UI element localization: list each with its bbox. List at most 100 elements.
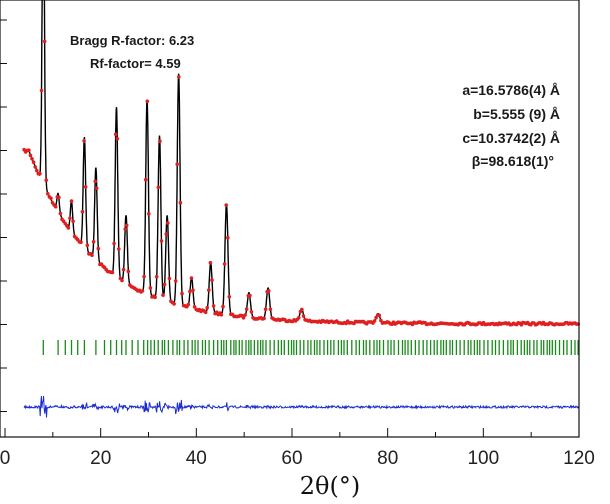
observed-point (35, 168, 39, 173)
observed-point (300, 307, 304, 312)
observed-point (222, 262, 227, 266)
observed-point (42, 39, 47, 44)
observed-point (93, 179, 97, 184)
observed-point (38, 171, 42, 176)
observed-point (180, 291, 184, 296)
observed-point (57, 195, 61, 200)
observed-point (33, 165, 37, 169)
observed-point (162, 282, 167, 287)
observed-point (153, 295, 157, 300)
observed-point (267, 289, 271, 293)
observed-point (221, 304, 225, 309)
x-tick-label: 60 (281, 448, 302, 469)
observed-point (301, 314, 306, 318)
observed-point (39, 88, 44, 93)
x-axis-label: 2θ(°) (300, 472, 360, 500)
plot-frame (0, 0, 580, 438)
cell-param-b: b=5.555 (9) Å (473, 106, 560, 122)
observed-point (140, 289, 145, 293)
observed-point (262, 316, 266, 321)
observed-point (210, 278, 214, 282)
observed-point (117, 247, 121, 251)
observed-point (94, 186, 99, 190)
observed-point (80, 209, 85, 214)
observed-point (189, 276, 194, 280)
observed-points (22, 39, 580, 327)
observed-point (211, 304, 216, 308)
x-tick-label: 80 (377, 448, 398, 469)
observed-point (161, 293, 165, 297)
observed-point (224, 203, 228, 207)
observed-point (53, 204, 58, 209)
observed-point (205, 305, 209, 310)
observed-point (249, 310, 254, 314)
observed-point (147, 212, 151, 216)
observed-point (96, 246, 101, 251)
observed-point (126, 269, 131, 274)
observed-point (154, 274, 159, 279)
observed-point (110, 270, 115, 275)
observed-point (112, 241, 116, 246)
x-tick-labels: 0 20 40 60 80 100 120 (0, 448, 595, 469)
rf-factor: Rf-factor= 4.59 (90, 56, 181, 71)
cell-param-a: a=16.5786(4) Å (462, 82, 560, 98)
observed-point (31, 160, 36, 164)
observed-point (83, 185, 88, 189)
observed-point (208, 260, 213, 265)
observed-point (44, 178, 48, 182)
observed-point (121, 267, 126, 272)
observed-point (142, 274, 146, 279)
x-tick-label: 40 (186, 448, 207, 469)
observed-point (85, 243, 90, 248)
observed-point (268, 307, 273, 312)
observed-point (66, 226, 71, 230)
observed-point (219, 313, 224, 317)
observed-point (173, 279, 178, 283)
observed-point (177, 75, 181, 79)
observed-point (244, 307, 249, 311)
observed-point (175, 162, 179, 166)
cell-param-c: c=10.3742(2) Å (462, 130, 560, 146)
cell-param-beta: β=98.618(1)° (471, 153, 554, 169)
observed-point (186, 302, 191, 307)
observed-point (166, 221, 170, 225)
observed-point (226, 235, 230, 240)
plot-series (22, 0, 580, 418)
observed-point (58, 211, 63, 216)
observed-point (188, 289, 192, 294)
difference-line (23, 395, 580, 418)
observed-point (167, 276, 172, 281)
observed-point (124, 223, 129, 228)
observed-point (164, 232, 168, 236)
observed-point (82, 139, 86, 143)
observed-point (297, 316, 301, 320)
observed-point (248, 293, 252, 298)
x-tick-label: 0 (0, 448, 10, 469)
observed-point (379, 318, 383, 323)
bragg-reflection-markers (42, 340, 579, 355)
observed-point (68, 216, 72, 221)
observed-point (243, 313, 247, 317)
observed-point (120, 278, 124, 283)
observed-point (28, 153, 33, 158)
observed-point (192, 305, 197, 309)
observed-point (158, 139, 162, 143)
observed-point (71, 219, 75, 224)
observed-point (46, 192, 50, 196)
observed-point (123, 227, 127, 232)
observed-point (90, 253, 94, 257)
observed-point (178, 200, 183, 205)
x-tick-label: 100 (467, 448, 499, 469)
observed-point (27, 148, 31, 152)
observed-point (91, 239, 96, 244)
observed-point (115, 137, 120, 141)
observed-point (263, 307, 268, 312)
x-tick-label: 120 (563, 448, 595, 469)
observed-point (49, 196, 53, 201)
observed-point (227, 295, 232, 299)
observed-point (143, 177, 148, 182)
observed-point (172, 302, 176, 306)
observed-point (69, 199, 74, 203)
observed-point (241, 316, 246, 320)
